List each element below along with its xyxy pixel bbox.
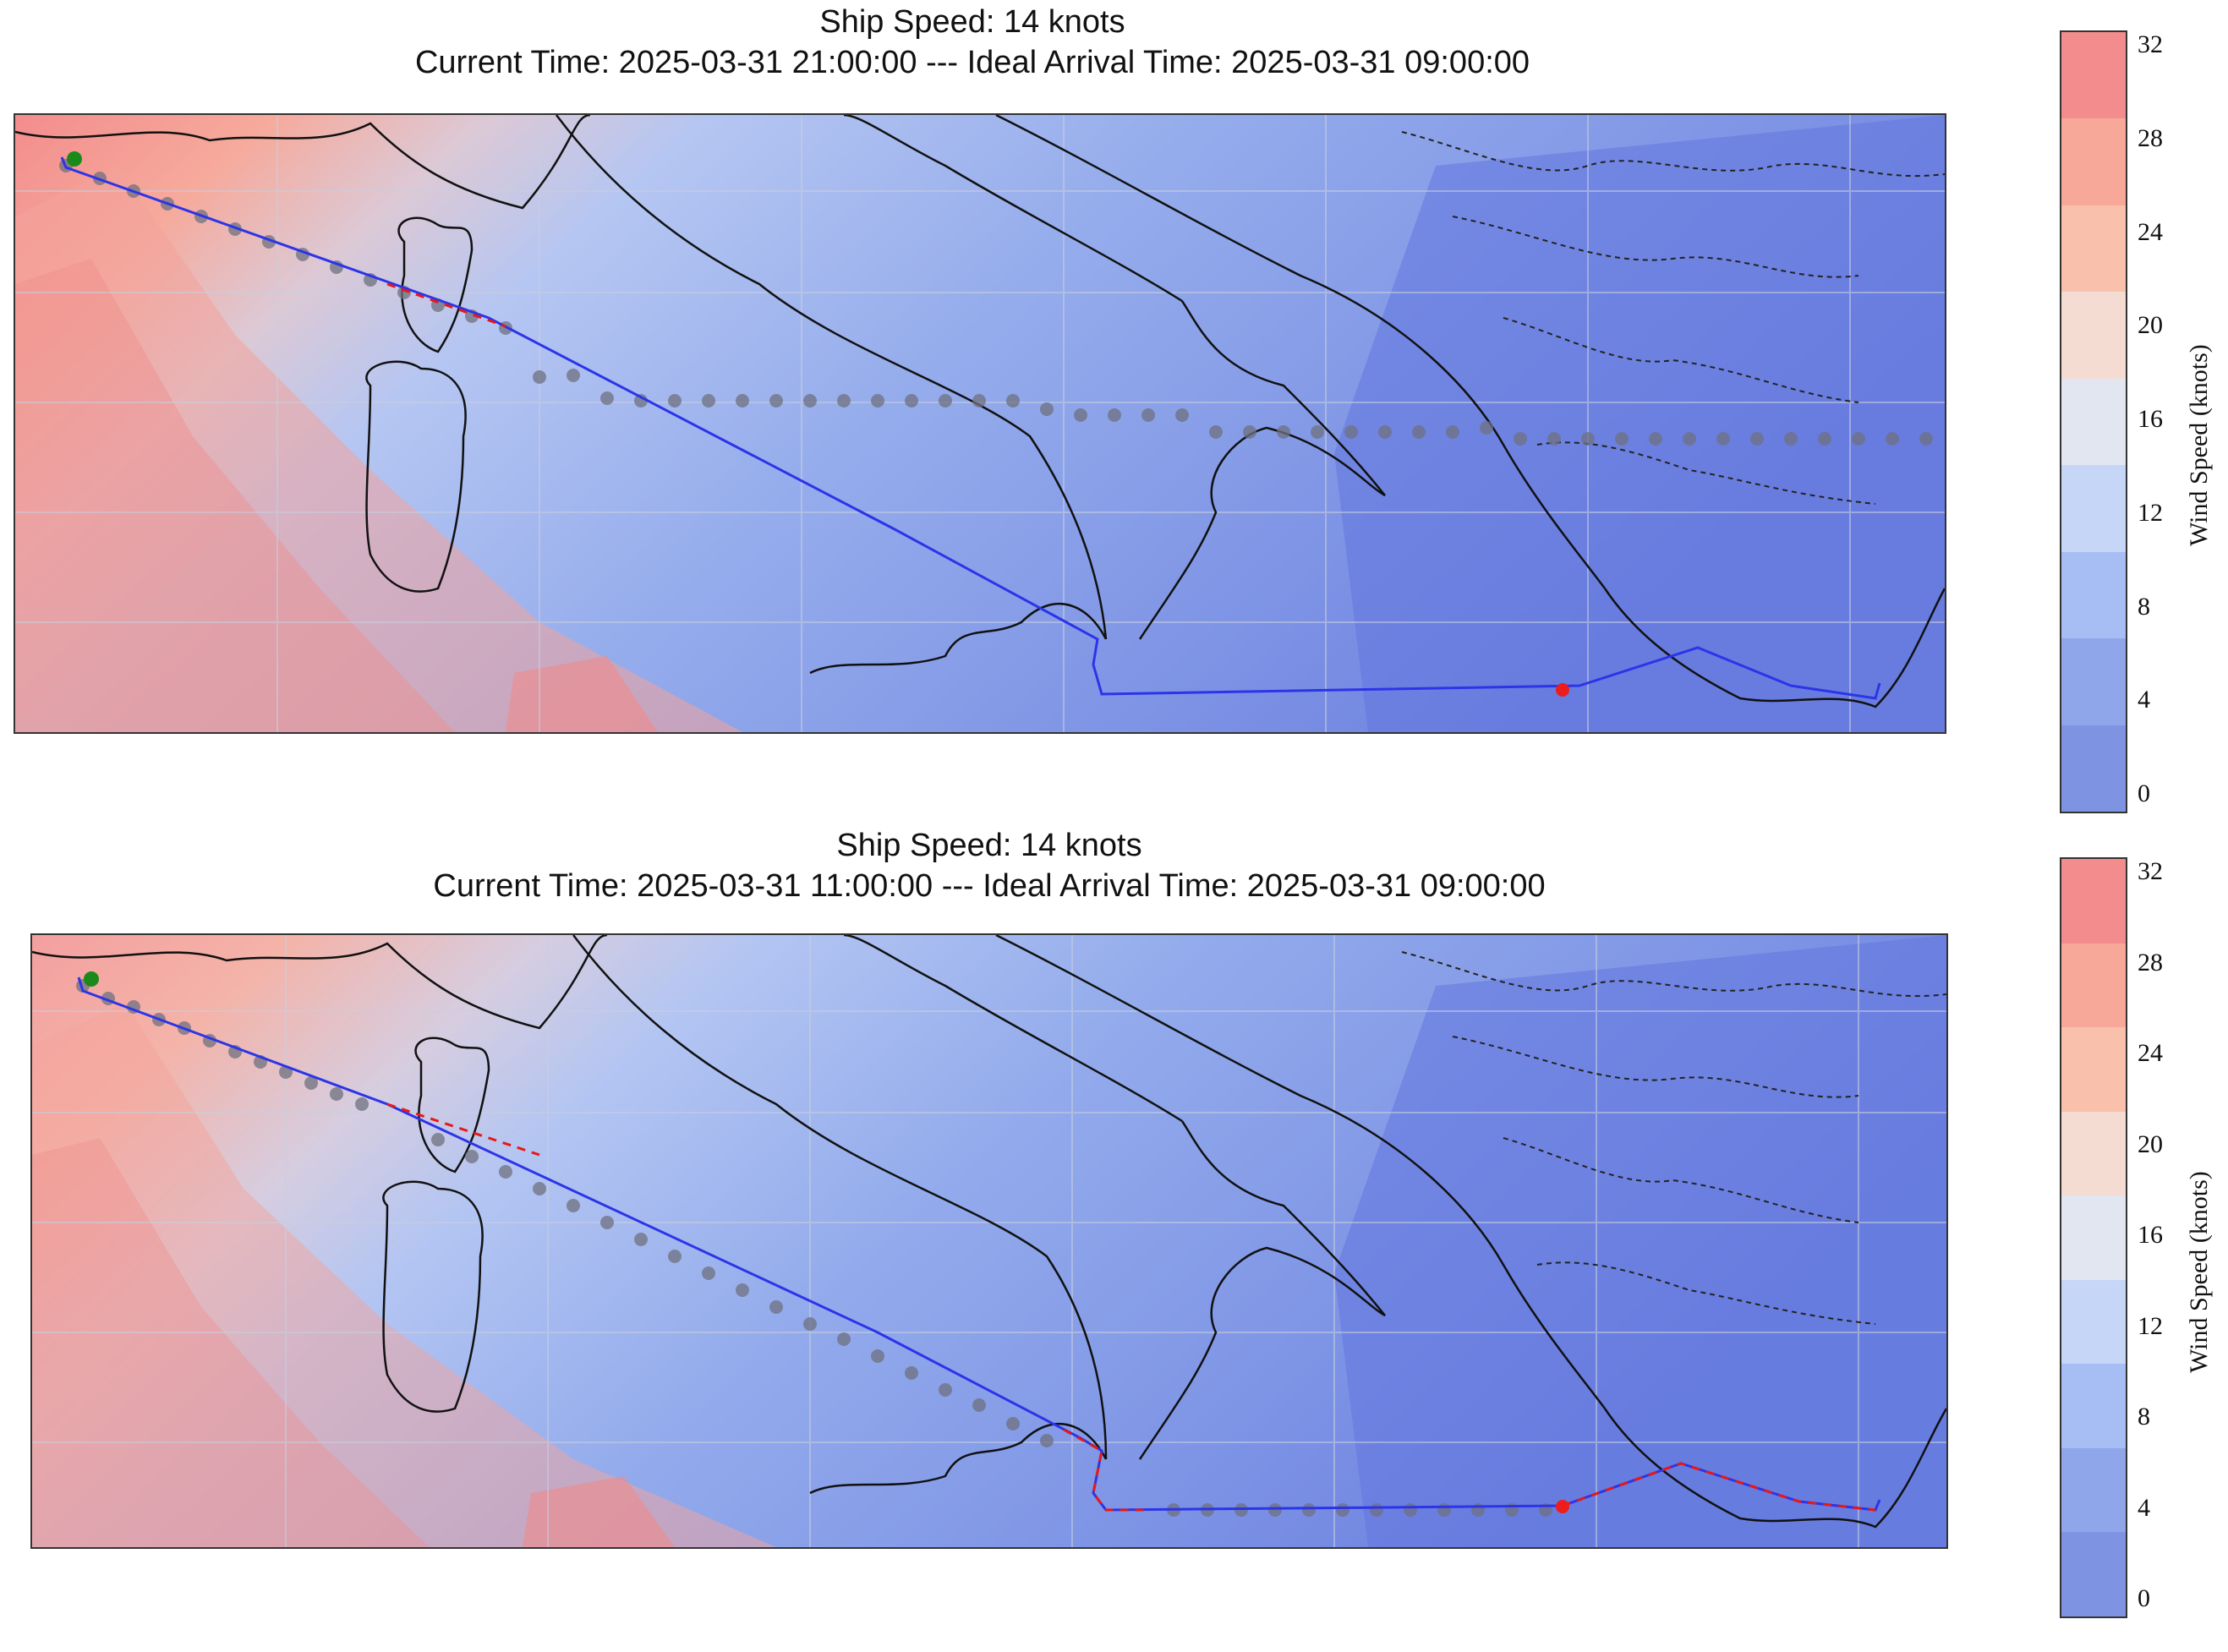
high-wind-area: [32, 1003, 776, 1547]
high-wind-patch: [506, 656, 658, 732]
colorbar-tick-label: 0: [2138, 780, 2150, 807]
map-panel-1: Ship Speed: 14 knots Current Time: 2025-…: [0, 0, 2228, 813]
high-wind-core: [32, 1138, 430, 1547]
colorbar-1: 32 28 24 20 16 12 8 4 0 Wind Speed (knots): [2060, 30, 2220, 817]
colorbar-2-label: Wind Speed (knots): [2185, 1171, 2213, 1373]
colorbar-segment: [2061, 378, 2126, 466]
route-line: [60, 156, 1881, 700]
colorbar-segment: [2061, 32, 2126, 119]
colorbar-segment: [2061, 943, 2126, 1028]
colorbar-tick-label: 32: [2138, 857, 2163, 885]
colorbar-segment: [2061, 465, 2126, 552]
colorbar-segment: [2061, 638, 2126, 725]
start-marker: [84, 971, 99, 987]
colorbar-segment: [2061, 118, 2126, 205]
colorbar-segment: [2061, 1364, 2126, 1448]
colorbar-1-strip: [2060, 30, 2127, 813]
colorbar-tick-label: 8: [2138, 1403, 2150, 1430]
colorbar-2-strip: [2060, 857, 2127, 1618]
route-segment: [386, 282, 506, 328]
colorbar-tick-label: 28: [2138, 123, 2163, 152]
colorbar-tick-label: 4: [2138, 686, 2150, 714]
colorbar-tick-label: 4: [2138, 1493, 2150, 1522]
colorbar-segment: [2061, 1027, 2126, 1112]
high-wind-patch: [523, 1476, 675, 1547]
low-wind-area: [1334, 935, 1946, 1547]
panel-1-subtitle: Current Time: 2025-03-31 21:00:00 --- Id…: [414, 45, 1530, 80]
colorbar-tick-label: 32: [2138, 30, 2163, 58]
coastlines: [32, 935, 1946, 1529]
high-wind-core: [15, 259, 455, 732]
colorbar-segment: [2061, 1195, 2126, 1280]
route-segment: [386, 1102, 1876, 1512]
colorbar-segment: [2061, 1447, 2126, 1533]
colorbar-segment: [2061, 1111, 2126, 1196]
panel-2-subtitle: Current Time: 2025-03-31 11:00:00 --- Id…: [433, 868, 1546, 904]
colorbar-tick-label: 20: [2138, 1130, 2163, 1158]
colorbar-tick-label: 12: [2138, 498, 2163, 527]
colorbar-tick-label: 16: [2138, 405, 2163, 433]
colorbar-segment: [2061, 205, 2126, 293]
colorbar-tick-label: 0: [2138, 1584, 2150, 1612]
colorbar-2: 32 28 24 20 16 12 8 4 0 Wind Speed (knots): [2060, 857, 2220, 1649]
current-position-marker: [1556, 1500, 1569, 1513]
start-marker: [67, 151, 82, 167]
current-position-marker: [1556, 683, 1569, 697]
waypoint-dots: [59, 159, 1933, 446]
colorbar-segment: [2061, 859, 2126, 944]
colorbar-tick-label: 28: [2138, 948, 2163, 976]
colorbar-tick-label: 24: [2138, 217, 2163, 246]
panel-2-map[interactable]: [30, 933, 1948, 1549]
colorbar-tick-label: 12: [2138, 1311, 2163, 1340]
colorbar-segment: [2061, 551, 2126, 639]
panel-2-title: Ship Speed: 14 knots: [836, 828, 1142, 863]
low-wind-area: [1334, 115, 1945, 732]
colorbar-tick-label: 16: [2138, 1221, 2163, 1249]
colorbar-segment: [2061, 1532, 2126, 1616]
colorbar-segment: [2061, 292, 2126, 379]
panel-1-map[interactable]: [14, 113, 1946, 734]
colorbar-1-label: Wind Speed (knots): [2185, 344, 2213, 546]
high-wind-area: [15, 166, 742, 732]
colorbar-tick-label: 8: [2138, 592, 2150, 621]
colorbar-segment: [2061, 1279, 2126, 1365]
colorbar-tick-label: 20: [2138, 311, 2163, 340]
panel-1-title: Ship Speed: 14 knots: [819, 4, 1125, 40]
colorbar-segment: [2061, 725, 2126, 812]
country-borders: [1401, 951, 1946, 1325]
map-panel-2: Ship Speed: 14 knots Current Time: 2025-…: [0, 820, 2228, 1652]
graticule: [15, 115, 1945, 732]
colorbar-tick-label: 24: [2138, 1039, 2163, 1067]
coastlines: [15, 115, 1945, 708]
